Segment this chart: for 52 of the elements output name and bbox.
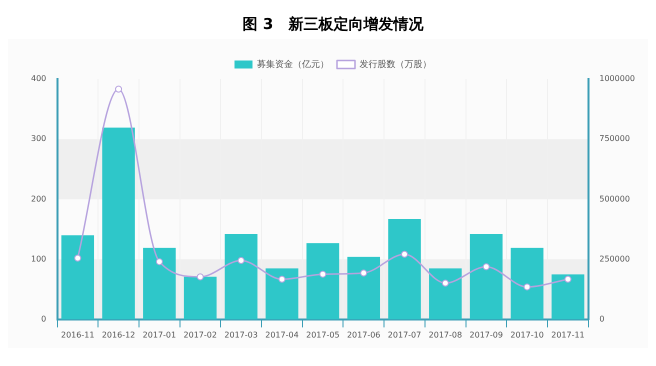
bar [306, 243, 340, 320]
y-tick-label: 300 [30, 134, 46, 144]
chart-title: 图 3 新三板定向增发情况 [242, 14, 424, 33]
y2-tick-label: 500000 [599, 194, 630, 204]
y2-tick-label: 0 [599, 314, 604, 324]
point [360, 270, 368, 277]
legend-label: 募集资金（亿元） [257, 58, 329, 70]
point [482, 263, 490, 270]
point [278, 276, 286, 283]
y2-tick-label: 750000 [599, 134, 630, 144]
bar [61, 235, 94, 320]
point [564, 276, 572, 283]
x-tick-label: 2017-01 [142, 330, 176, 340]
x-tick-label: 2017-05 [306, 330, 340, 340]
bar [388, 219, 421, 320]
x-tick-label: 2017-09 [470, 330, 503, 340]
y-tick-label: 0 [41, 314, 46, 324]
bar [347, 256, 380, 320]
bar [143, 248, 176, 320]
x-tick-label: 2017-06 [346, 330, 380, 340]
x-tick-label: 2017-08 [428, 330, 462, 340]
x-tick-label: 2017-02 [184, 330, 217, 340]
bar [224, 234, 258, 320]
point [115, 86, 122, 93]
y2-tick-label: 250000 [599, 254, 630, 264]
bar [102, 128, 135, 320]
bar [510, 248, 544, 320]
y-tick-label: 100 [30, 254, 46, 264]
y-tick-label: 200 [30, 194, 46, 204]
bar [552, 274, 584, 320]
bar [470, 234, 503, 320]
x-tick-label: 2017-10 [510, 330, 544, 340]
point [442, 280, 449, 287]
x-tick-label: 2016-12 [102, 330, 136, 340]
point [319, 270, 326, 278]
x-tick-label: 2017-03 [224, 330, 258, 340]
y2-tick-label: 1000000 [599, 74, 636, 84]
x-tick-label: 2017-11 [551, 330, 585, 340]
x-tick-label: 2016-11 [60, 330, 94, 340]
point [74, 254, 82, 262]
y-tick-label: 400 [30, 74, 46, 84]
point [401, 250, 408, 258]
legend-label: 发行股数（万股） [360, 58, 432, 70]
point [196, 273, 204, 280]
bar [429, 268, 462, 320]
bar [184, 276, 217, 320]
bar [266, 268, 298, 320]
point [524, 283, 531, 290]
point [238, 257, 245, 264]
x-tick-label: 2017-07 [388, 330, 422, 340]
x-tick-label: 2017-04 [265, 330, 299, 340]
point [156, 258, 163, 266]
